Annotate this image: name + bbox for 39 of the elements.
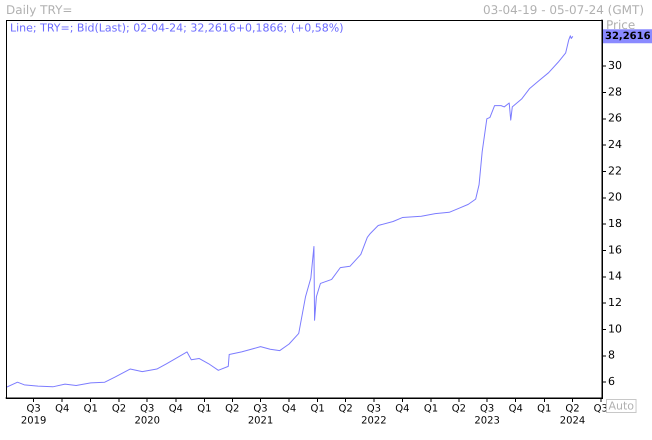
text: 32,2616	[605, 30, 651, 42]
x-tick-label: Q3 2022	[361, 404, 387, 427]
x-tick-label: Q3 2020	[134, 404, 160, 427]
chart-subtitle: 03-04-19 - 05-07-24 (GMT)	[482, 3, 644, 17]
x-tick-label: Q1	[537, 404, 552, 415]
y-tick-label: 8	[608, 348, 615, 362]
y-tick-label: 26	[608, 112, 622, 125]
y-tick-label: 10	[608, 322, 622, 336]
y-tick-label: 12	[608, 296, 622, 310]
x-tick-label: Q3 2021	[248, 404, 274, 427]
x-tick-label: Q2	[225, 404, 240, 415]
x-tick-label: Q4	[282, 404, 296, 415]
y-tick-label: 14	[608, 270, 622, 283]
x-tick-label: Q4	[395, 404, 410, 415]
x-tick-label: Q1	[197, 404, 212, 415]
y-tick-label: 24	[608, 138, 622, 151]
x-tick-label: Q3 2023	[474, 404, 500, 427]
chart-title: Daily TRY=	[6, 3, 72, 17]
y-axis-title: Price	[606, 18, 636, 32]
x-tick-label: Q2	[338, 404, 353, 415]
x-tick-label: Q4	[508, 404, 523, 415]
x-tick-label: Q2	[452, 404, 466, 415]
y-tick-label: 30	[608, 58, 622, 72]
annotation: Line; TRY=; Bid(Last); 02-04-24; 32,2616+0,1866; (+0,58%)	[10, 21, 344, 34]
x-tick-label: Q3 2019	[20, 404, 46, 427]
y-tick-label: 16	[608, 243, 622, 256]
text: Auto	[608, 399, 634, 412]
x-tick-label: Q4	[168, 404, 183, 415]
x-tick-label: Q2 2024	[560, 404, 586, 427]
x-tick-label: Q1	[84, 404, 98, 415]
y-tick-label: 28	[608, 85, 622, 98]
x-tick-label: Q4	[55, 404, 70, 415]
x-tick-label: Q1	[310, 404, 325, 415]
y-tick-label: 6	[608, 375, 615, 388]
x-tick-label: Q1	[424, 404, 438, 415]
y-tick-label: 20	[608, 190, 622, 204]
y-tick-label: 22	[608, 164, 622, 178]
x-tick-label: Q2	[112, 404, 126, 415]
y-tick-label: 18	[608, 217, 622, 230]
